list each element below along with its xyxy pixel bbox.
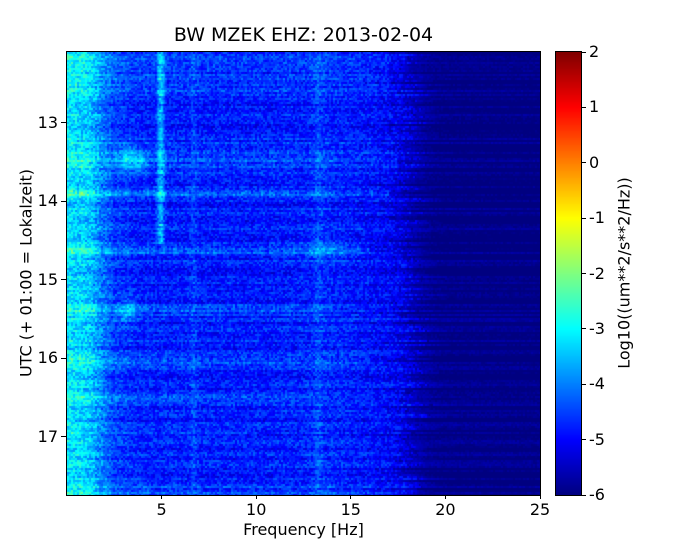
y-tick-label: 14 [37,191,58,211]
colorbar-tick-label: -3 [589,318,605,338]
x-tick-label: 10 [246,500,267,519]
x-tick-label: 20 [435,500,456,519]
colorbar-tick-mark [582,439,586,441]
x-tick-label: 25 [529,500,551,519]
y-tick-mark [61,357,66,359]
colorbar-tick-mark [582,273,586,274]
colorbar-tick-label: -1 [589,208,605,228]
colorbar-tick-mark [582,494,586,496]
colorbar-tick-label: -5 [589,429,605,449]
colorbar-tick-label: 2 [589,42,600,61]
y-tick-label: 17 [37,426,58,446]
x-tick-label: 15 [340,500,361,519]
y-tick-mark [61,200,66,202]
x-tick-mark [444,495,446,499]
colorbar-tick-mark [582,51,586,53]
x-tick-mark [161,495,163,499]
x-axis-label: Frequency [Hz] [243,520,364,539]
x-tick-mark [350,495,352,499]
x-tick-mark [255,495,257,499]
colorbar-tick-label: 1 [589,97,600,117]
colorbar-label: Log10((um**2/s**2/Hz)) [614,177,634,369]
y-tick-mark [61,436,66,438]
colorbar-tick-mark [582,217,586,219]
y-tick-mark [61,279,66,281]
colorbar-canvas [556,52,581,495]
figure-title: BW MZEK EHZ: 2013-02-04 [173,24,434,46]
y-tick-label: 16 [37,348,58,368]
colorbar-tick-mark [582,383,586,385]
colorbar-tick-mark [582,106,586,108]
colorbar-tick-label: 0 [589,152,600,172]
colorbar-tick-label: -6 [589,485,605,504]
x-tick-mark [539,495,541,499]
colorbar-tick-mark [582,162,586,164]
y-tick-mark [61,122,66,124]
colorbar-tick-label: -4 [589,374,605,394]
colorbar-tick-mark [582,328,586,330]
colorbar-tick-label: -2 [589,263,605,283]
y-tick-label: 15 [37,269,58,289]
spectrogram-canvas [67,52,540,495]
y-tick-label: 13 [37,112,58,132]
x-tick-label: 5 [156,500,167,519]
